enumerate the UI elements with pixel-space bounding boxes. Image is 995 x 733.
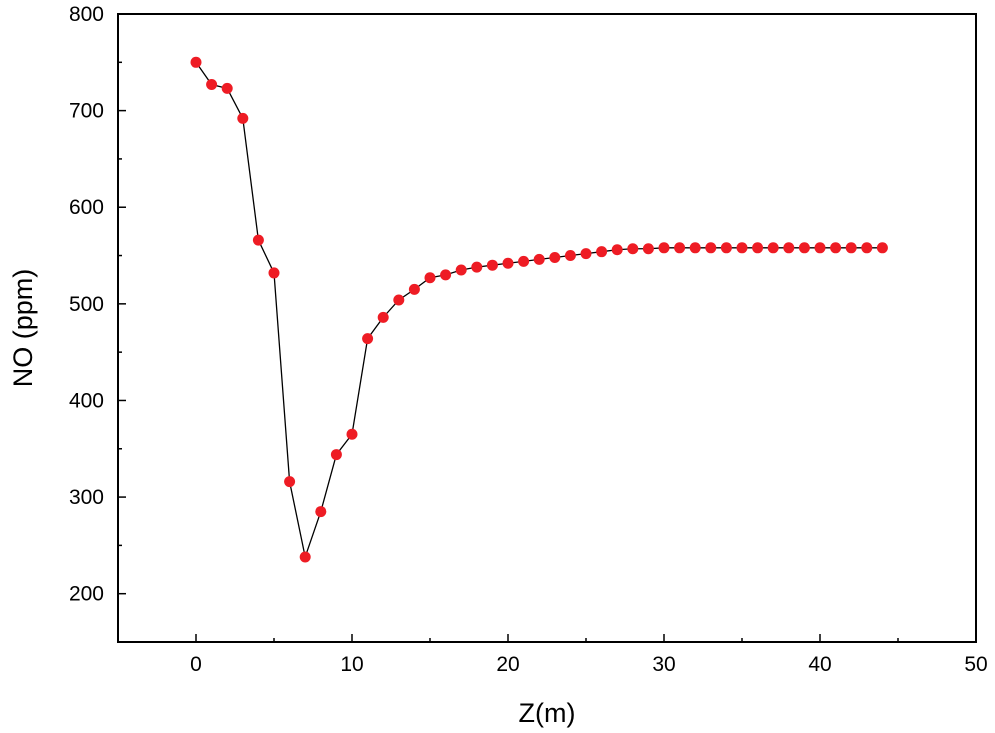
data-point xyxy=(720,242,732,254)
data-point xyxy=(190,56,202,68)
data-point xyxy=(471,261,483,273)
data-point xyxy=(408,283,420,295)
y-axis-title: NO (ppm) xyxy=(8,269,38,388)
data-points xyxy=(190,56,888,563)
data-point xyxy=(518,255,530,267)
data-point xyxy=(674,242,686,254)
x-tick-label: 20 xyxy=(496,653,519,676)
data-point xyxy=(502,257,514,269)
data-point xyxy=(830,242,842,254)
x-tick-label: 10 xyxy=(340,653,363,676)
data-point xyxy=(315,506,327,518)
data-point xyxy=(861,242,873,254)
data-point xyxy=(206,79,218,91)
data-point xyxy=(221,82,233,94)
x-tick-label: 40 xyxy=(808,653,831,676)
y-tick-label: 600 xyxy=(69,196,104,219)
data-point xyxy=(252,234,264,246)
y-tick-label: 700 xyxy=(69,100,104,123)
data-point xyxy=(611,244,623,256)
x-axis-title: Z(m) xyxy=(519,698,576,728)
data-point xyxy=(876,242,888,254)
data-point xyxy=(455,264,467,276)
data-point xyxy=(284,476,296,488)
data-point xyxy=(627,243,639,255)
plot-frame xyxy=(117,13,977,643)
tick-labels: 0 10 20 30 40 50 200 300 400 500 600 700 800 xyxy=(69,3,988,676)
data-point xyxy=(533,253,545,265)
data-point xyxy=(486,259,498,271)
x-tick-label: 50 xyxy=(964,653,987,676)
data-point xyxy=(845,242,857,254)
x-tick-label: 0 xyxy=(190,653,202,676)
data-point xyxy=(237,112,249,124)
y-tick-label: 500 xyxy=(69,293,104,316)
data-point xyxy=(393,294,405,306)
data-point xyxy=(440,269,452,281)
y-tick-label: 800 xyxy=(69,3,104,26)
data-point xyxy=(580,248,592,260)
data-point xyxy=(268,267,280,279)
data-point xyxy=(814,242,826,254)
data-point xyxy=(596,246,608,258)
data-point xyxy=(299,551,311,563)
data-point xyxy=(689,242,701,254)
data-point xyxy=(752,242,764,254)
y-tick-label: 300 xyxy=(69,486,104,509)
data-point xyxy=(377,311,389,323)
data-point xyxy=(346,428,358,440)
data-point xyxy=(783,242,795,254)
axis-ticks xyxy=(117,13,977,643)
data-point xyxy=(658,242,670,254)
series-line xyxy=(195,61,883,560)
data-point xyxy=(362,333,374,345)
data-point xyxy=(798,242,810,254)
y-tick-label: 400 xyxy=(69,389,104,412)
data-point xyxy=(642,243,654,255)
data-point xyxy=(564,250,576,262)
data-point xyxy=(736,242,748,254)
data-point xyxy=(705,242,717,254)
data-point xyxy=(767,242,779,254)
data-point xyxy=(549,251,561,263)
data-point xyxy=(424,272,436,284)
data-point xyxy=(330,449,342,461)
y-tick-label: 200 xyxy=(69,583,104,606)
x-tick-label: 30 xyxy=(652,653,675,676)
